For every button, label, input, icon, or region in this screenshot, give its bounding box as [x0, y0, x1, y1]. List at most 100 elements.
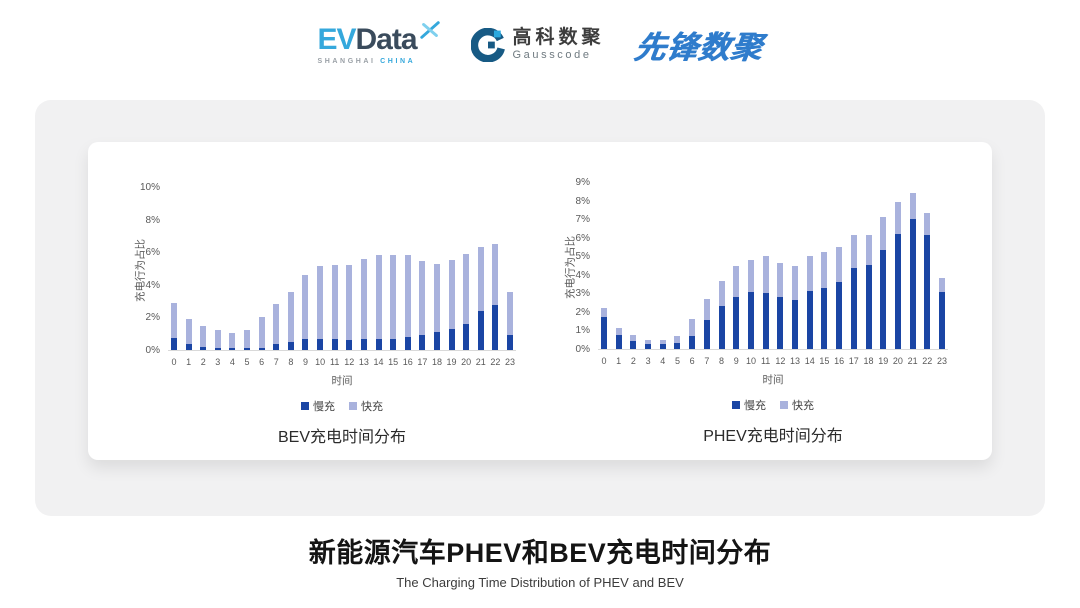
- bar-segment-slow: [273, 344, 280, 350]
- bar-segment-fast: [477, 247, 484, 311]
- bar-segment-slow: [659, 344, 666, 349]
- bar-segment-slow: [615, 335, 622, 349]
- x-tick-label: 15: [388, 357, 399, 367]
- y-tick-label: 5%: [575, 251, 590, 263]
- bar-segment-slow: [718, 306, 725, 349]
- x-tick-label: 3: [645, 356, 651, 366]
- bar-segment-slow: [880, 249, 887, 349]
- bar-segment-fast: [880, 217, 887, 250]
- x-tick-label: 12: [775, 356, 786, 366]
- x-tick-label: 20: [461, 357, 472, 367]
- charts-panel: 充电行为占比 0% 2% 4% 6% 8% 10% 0 1 2 3 4 5 6 7 8 9 10 11 12 13 14 1…: [35, 100, 1045, 516]
- bar-segment-fast: [273, 304, 280, 345]
- x-tick-label: 15: [819, 356, 830, 366]
- x-tick-label: 10: [315, 357, 326, 367]
- evdata-star-icon: [419, 20, 440, 39]
- x-tick-label: 19: [878, 356, 889, 366]
- x-tick-label: 22: [922, 356, 933, 366]
- x-tick-label: 7: [704, 356, 710, 366]
- x-tick-label: 14: [373, 357, 384, 367]
- x-tick-label: 21: [907, 356, 918, 366]
- x-tick-label: 20: [892, 356, 903, 366]
- bar-segment-fast: [894, 202, 901, 234]
- legend-swatch: [301, 402, 309, 410]
- y-tick-label: 8%: [145, 214, 160, 226]
- bar-segment-fast: [836, 246, 843, 283]
- bar-segment-fast: [762, 256, 769, 294]
- bar-segment-fast: [185, 319, 192, 345]
- bar-segment-fast: [244, 330, 251, 349]
- legend-item: 快充: [780, 397, 814, 413]
- x-tick-label: 13: [358, 357, 369, 367]
- bar-segment-fast: [615, 327, 622, 336]
- x-axis-title: 时间: [762, 374, 784, 386]
- caption: 新能源汽车PHEV和BEV充电时间分布 The Charging Time Di…: [0, 531, 1080, 590]
- bar-segment-slow: [448, 328, 455, 350]
- chart-title: PHEV充电时间分布: [703, 428, 843, 445]
- bar-segment-fast: [331, 265, 338, 339]
- bar-segment-slow: [463, 323, 470, 350]
- bar-segment-slow: [703, 320, 710, 349]
- x-axis-title: 时间: [331, 375, 353, 387]
- bar-segment-slow: [939, 292, 945, 349]
- y-tick-label: 3%: [575, 288, 590, 300]
- x-tick-label: 16: [834, 356, 845, 366]
- bar-segment-slow: [806, 291, 813, 349]
- bar-segment-slow: [302, 338, 309, 350]
- bar-segment-fast: [939, 277, 945, 293]
- gausscode-en-text: Gausscode: [512, 48, 592, 61]
- x-tick-label: 5: [674, 356, 680, 366]
- gausscode-cn-text: 高科数聚: [512, 26, 605, 48]
- legend-swatch: [732, 401, 740, 409]
- x-tick-label: 6: [689, 356, 695, 366]
- bar-segment-slow: [836, 282, 843, 349]
- bar-segment-slow: [390, 338, 397, 350]
- bar-segment-fast: [689, 319, 696, 337]
- bar-segment-fast: [630, 335, 637, 341]
- bar-segment-slow: [909, 219, 916, 349]
- x-tick-label: 4: [229, 357, 235, 367]
- bar-segment-slow: [924, 234, 931, 349]
- bar-segment-slow: [630, 340, 637, 349]
- y-tick-label: 8%: [575, 195, 590, 207]
- legend-item: 慢充: [732, 397, 766, 413]
- bar-segment-slow: [601, 316, 607, 349]
- bar-segment-fast: [302, 275, 309, 339]
- y-tick-label: 2%: [575, 306, 590, 318]
- bar-segment-fast: [360, 258, 367, 340]
- x-tick-label: 17: [417, 357, 428, 367]
- y-tick-label: 0%: [145, 345, 160, 356]
- bar-segment-fast: [865, 234, 872, 265]
- y-tick-label: 1%: [575, 325, 590, 337]
- x-tick-label: 2: [630, 356, 636, 366]
- bev-chart: 充电行为占比 0% 2% 4% 6% 8% 10% 0 1 2 3 4 5 6 7 8 9 10 11 12 13 14 1…: [88, 142, 540, 460]
- gausscode-logo: 高科数聚 Gausscode: [470, 26, 605, 62]
- bar-segment-slow: [477, 310, 484, 350]
- evdata-data-text: Data: [355, 22, 417, 56]
- bar-segment-slow: [777, 297, 784, 349]
- bar-segment-fast: [601, 308, 607, 317]
- bar-segment-fast: [258, 317, 265, 348]
- bar-segment-slow: [375, 338, 382, 350]
- bar-segment-slow: [200, 346, 207, 350]
- legend-swatch: [349, 402, 357, 410]
- y-tick-label: 2%: [145, 312, 160, 324]
- legend-label: 慢充: [744, 400, 766, 412]
- bar-segment-fast: [317, 266, 324, 340]
- legend-label: 快充: [792, 400, 814, 412]
- x-tick-label: 14: [804, 356, 815, 366]
- pioneer-logo: 先锋数聚: [631, 30, 765, 65]
- bar-segment-fast: [419, 261, 426, 335]
- bar-segment-fast: [171, 302, 177, 338]
- x-tick-label: 9: [733, 356, 739, 366]
- evdata-logo: EV Data SHANGHAI CHINA: [317, 20, 440, 65]
- evdata-subtitle: SHANGHAI CHINA: [317, 57, 416, 65]
- x-tick-label: 18: [863, 356, 874, 366]
- x-tick-label: 22: [490, 357, 501, 367]
- bar-segment-slow: [185, 344, 192, 350]
- bar-segment-fast: [390, 255, 397, 339]
- x-tick-label: 23: [936, 356, 947, 366]
- y-tick-label: 4%: [575, 269, 590, 281]
- bar-segment-slow: [317, 339, 324, 350]
- x-tick-label: 16: [402, 357, 413, 367]
